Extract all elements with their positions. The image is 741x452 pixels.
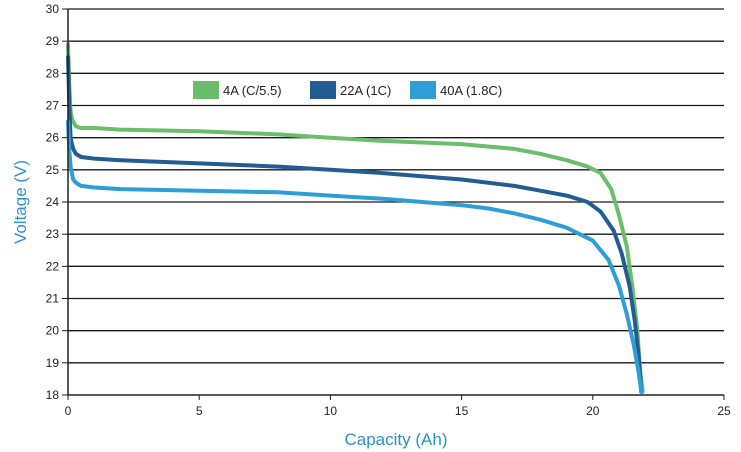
y-tick-label: 22 bbox=[46, 259, 60, 273]
y-tick-label: 21 bbox=[46, 292, 60, 306]
gridlines bbox=[68, 8, 724, 364]
y-tick-label: 25 bbox=[46, 163, 60, 177]
legend-swatch bbox=[193, 81, 219, 99]
y-tick-label: 30 bbox=[46, 2, 60, 16]
y-tick-label: 24 bbox=[46, 195, 60, 209]
legend-swatch bbox=[410, 81, 436, 99]
legend-item-1: 22A (1C) bbox=[310, 81, 391, 99]
x-tick-label: 15 bbox=[455, 404, 469, 418]
series-lines bbox=[66, 42, 645, 394]
y-tick-label: 26 bbox=[46, 131, 60, 145]
legend-swatch bbox=[310, 81, 336, 99]
tick-labels: 18 19 20 21 22 23 24 25 26 27 28 29 30 0 5 10 15 20 25 bbox=[46, 2, 731, 418]
series-line-0 bbox=[66, 42, 645, 394]
legend-item-2: 40A (1.8C) bbox=[410, 81, 502, 99]
y-tick-label: 18 bbox=[46, 388, 60, 402]
legend-label: 40A (1.8C) bbox=[440, 83, 502, 98]
series-line-1 bbox=[66, 55, 644, 394]
legend: 4A (C/5.5) 22A (1C) 40A (1.8C) bbox=[193, 81, 502, 99]
y-tick-label: 19 bbox=[46, 356, 60, 370]
x-tick-label: 10 bbox=[324, 404, 338, 418]
x-tick-label: 20 bbox=[586, 404, 600, 418]
y-tick-label: 27 bbox=[46, 99, 60, 113]
legend-item-0: 4A (C/5.5) bbox=[193, 81, 282, 99]
y-tick-label: 23 bbox=[46, 227, 60, 241]
legend-label: 22A (1C) bbox=[340, 83, 391, 98]
y-tick-label: 29 bbox=[46, 34, 60, 48]
series-line-2 bbox=[66, 119, 644, 394]
x-axis-title: Capacity (Ah) bbox=[345, 430, 448, 449]
y-tick-label: 20 bbox=[46, 324, 60, 338]
legend-label: 4A (C/5.5) bbox=[223, 83, 282, 98]
x-tick-label: 5 bbox=[196, 404, 203, 418]
x-tick-label: 25 bbox=[717, 404, 731, 418]
y-tick-label: 28 bbox=[46, 66, 60, 80]
y-axis-title: Voltage (V) bbox=[11, 160, 30, 244]
x-tick-label: 0 bbox=[65, 404, 72, 418]
